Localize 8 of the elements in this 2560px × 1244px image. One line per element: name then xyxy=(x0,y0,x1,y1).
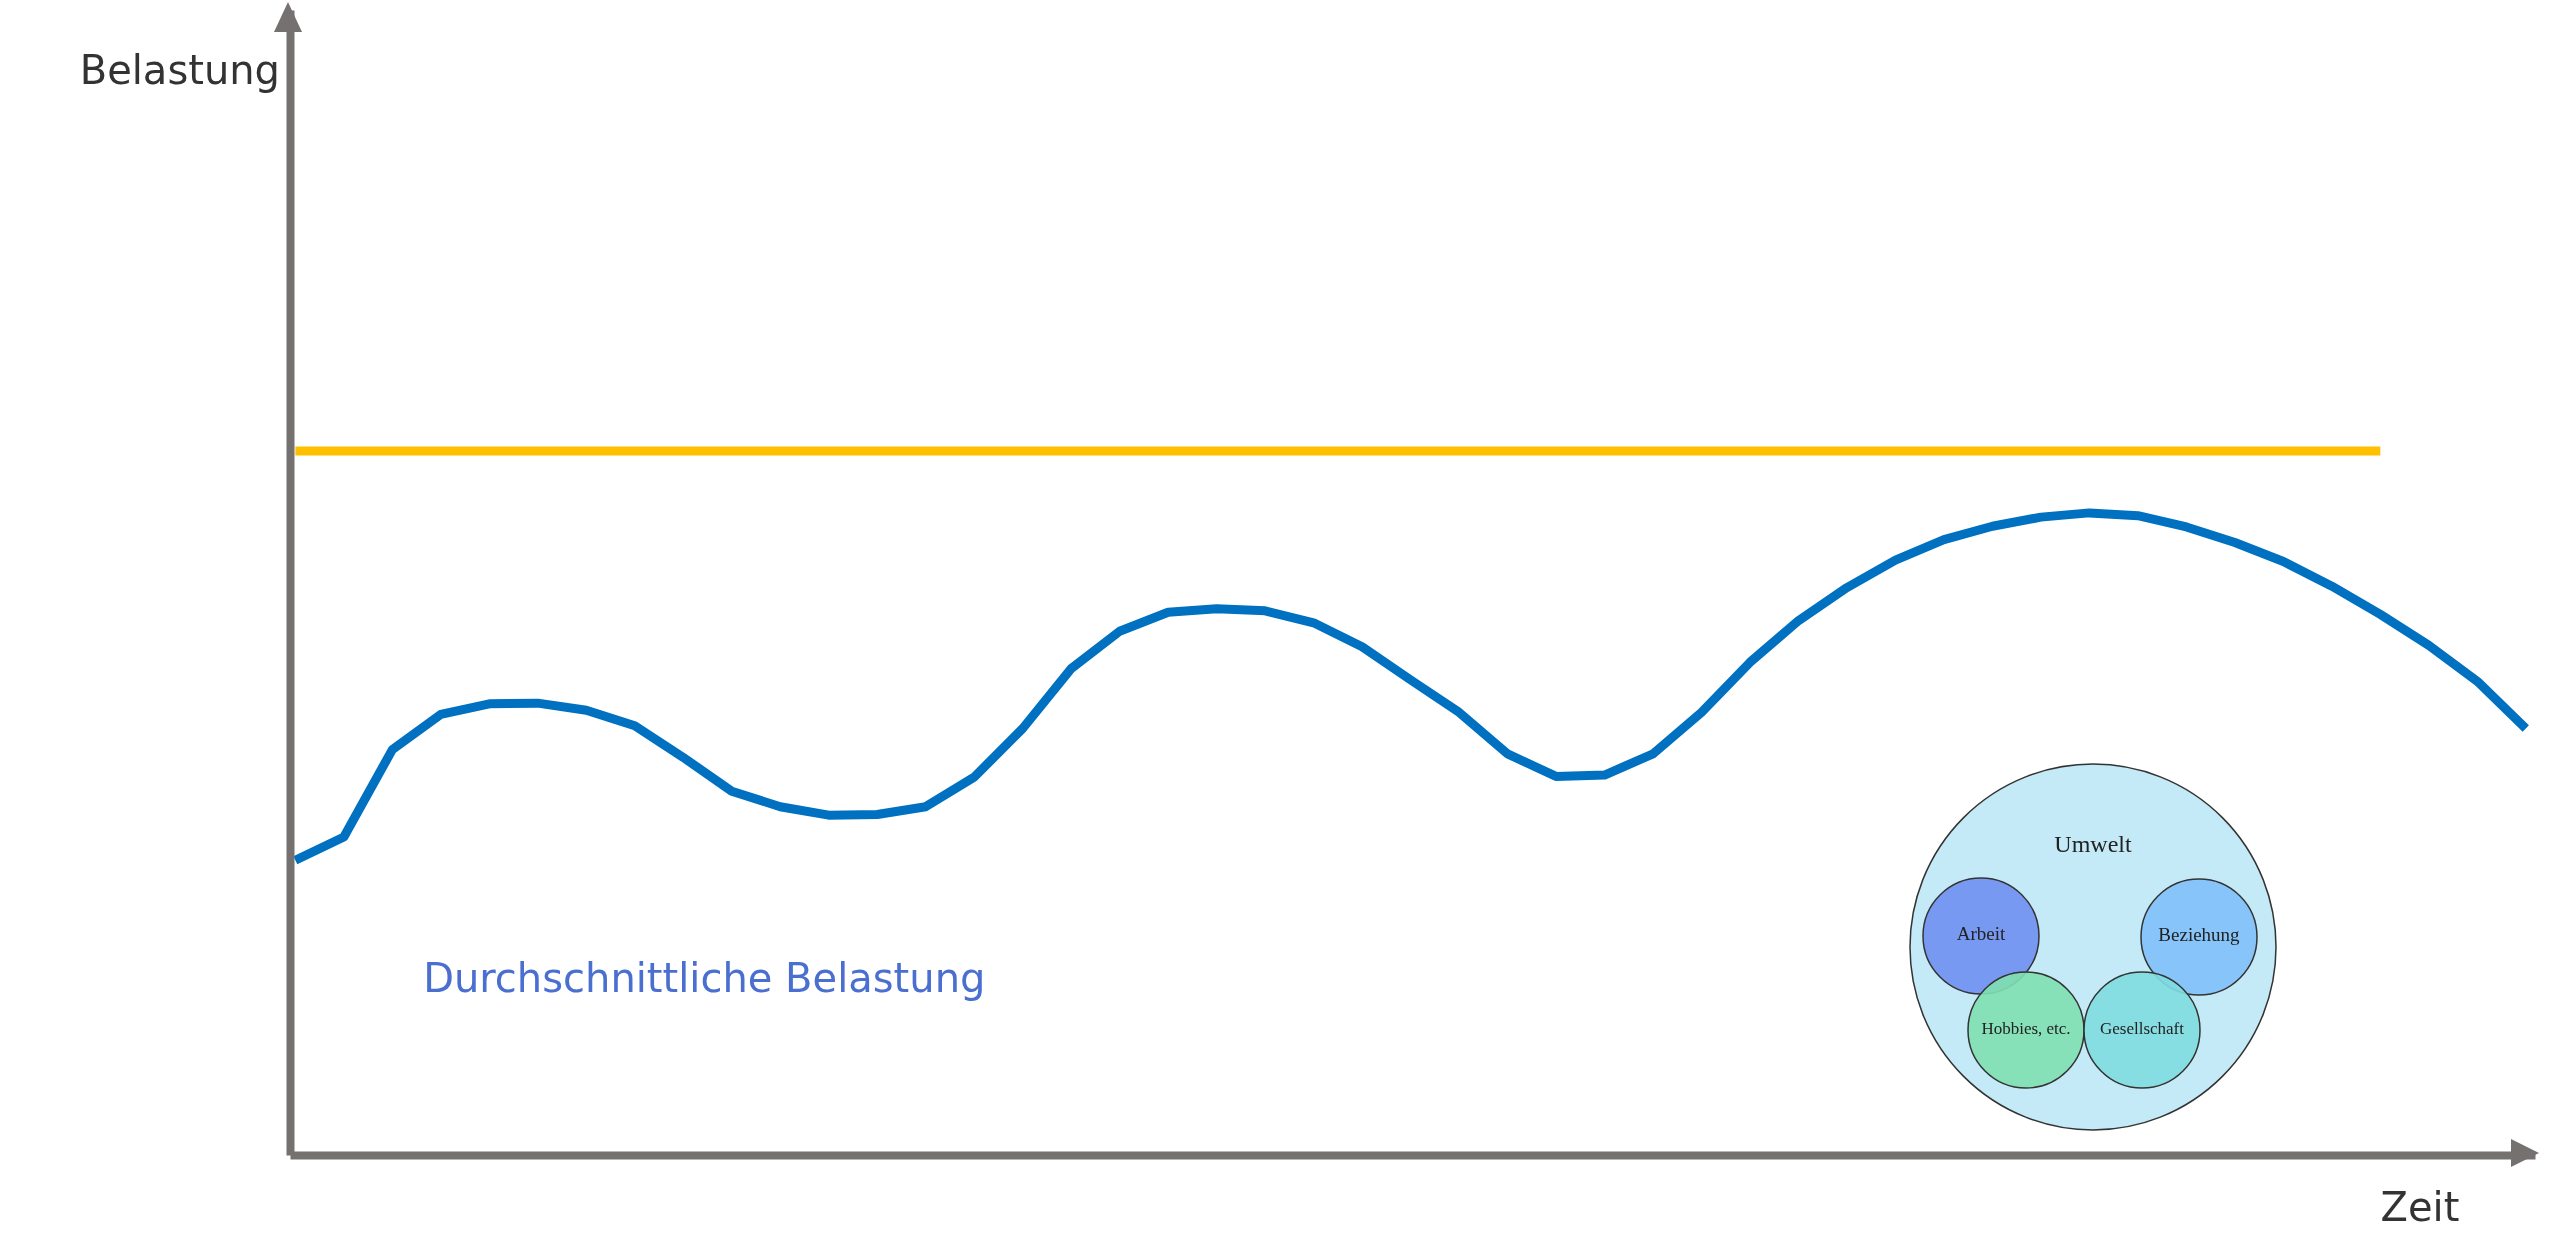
annotation: Beziehung xyxy=(2158,924,2241,946)
annotation: Gesellschaft xyxy=(2099,1018,2185,1038)
annotation: Arbeit xyxy=(1956,923,2006,945)
text: Belastung xyxy=(79,47,280,93)
x-axis-title: Zeit xyxy=(2380,1184,2460,1230)
annotation: Durchschnittliche Belastung xyxy=(423,955,986,1002)
annotation: Hobbies, etc. xyxy=(1981,1018,2071,1038)
annotation: Umwelt xyxy=(2054,830,2132,857)
